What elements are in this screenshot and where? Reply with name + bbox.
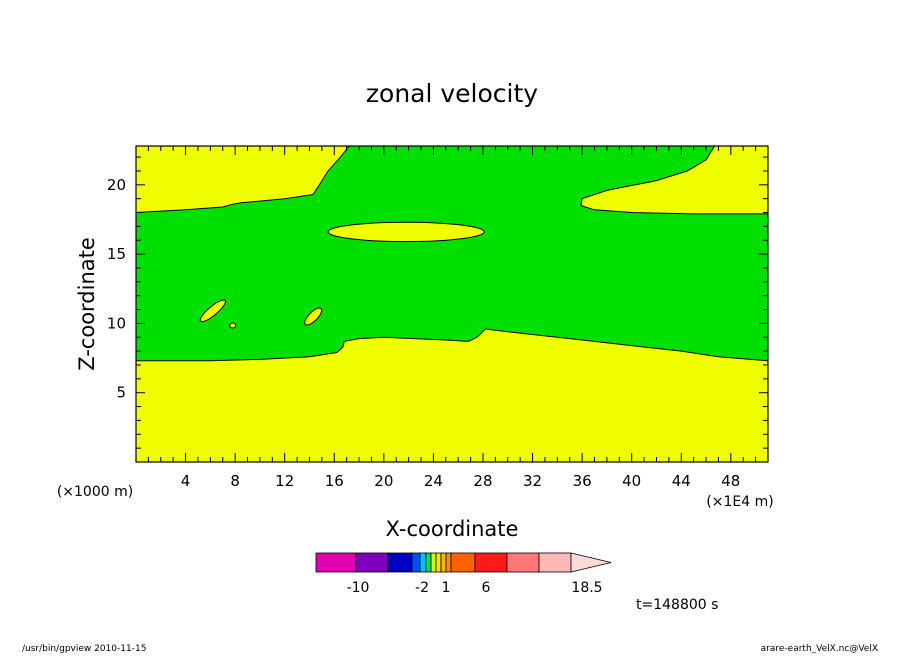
x-tick-label: 12	[275, 472, 294, 490]
colorbar-segment	[440, 552, 447, 573]
x-tick-label: 28	[473, 472, 492, 490]
colorbar-segment	[435, 552, 442, 573]
x-tick-label: 32	[523, 472, 542, 490]
y-tick-label: 20	[107, 176, 126, 194]
plot-area	[135, 145, 769, 463]
x-tick-label: 40	[622, 472, 641, 490]
colorbar-label: -2	[415, 580, 429, 596]
colorbar-segment	[355, 552, 389, 573]
colorbar-segment	[411, 552, 421, 573]
colorbar-labels: -10 -2 1 6 18.5	[347, 580, 603, 596]
contour-island-0	[327, 221, 485, 243]
y-axis: 5 10 15 20	[107, 156, 768, 449]
colorbar-segment	[387, 552, 413, 573]
y-tick-label: 10	[107, 314, 126, 332]
colorbar-segment	[315, 552, 357, 573]
y-tick-label: 5	[116, 384, 126, 402]
colorbar-segment	[425, 552, 432, 573]
time-annotation: t=148800 s	[636, 597, 718, 613]
colorbar-segment	[450, 552, 476, 573]
x-tick-label: 36	[573, 472, 592, 490]
x-tick-label: 24	[424, 472, 443, 490]
colorbar-segment	[445, 552, 452, 573]
contour-island-3	[304, 307, 323, 326]
colorbar-segment	[538, 552, 572, 573]
x-axis: 4 8 12 16 20 24 28 32 36 40 44 48	[147, 146, 757, 490]
contour-region-0	[135, 328, 769, 463]
colorbar-label: 18.5	[571, 580, 602, 596]
contour-island-1	[199, 299, 226, 323]
contour-region-1	[135, 145, 351, 214]
x-tick-label: 16	[325, 472, 344, 490]
x-tick-label: 44	[672, 472, 691, 490]
x-axis-label: X-coordinate	[386, 517, 519, 541]
x-tick-label: 4	[181, 472, 191, 490]
y-tick-label: 15	[107, 245, 126, 263]
colorbar-label: -10	[347, 580, 370, 596]
plot-frame	[135, 145, 769, 463]
colorbar-label: 6	[482, 580, 491, 596]
x-tick-label: 20	[374, 472, 393, 490]
contour-island-2	[229, 322, 237, 329]
chart-title: zonal velocity	[366, 79, 538, 108]
colorbar-segment	[430, 552, 437, 573]
footer-file: arare-earth_VelX.nc@VelX	[761, 644, 878, 654]
x-units-label: (×1E4 m)	[706, 494, 773, 510]
colorbar-segment	[474, 552, 508, 573]
x-tick-label: 8	[230, 472, 240, 490]
colorbar	[315, 552, 612, 573]
colorbar-label: 1	[442, 580, 451, 596]
y-axis-label: Z-coordinate	[75, 237, 99, 371]
y-units-label: (×1000 m)	[57, 484, 133, 500]
colorbar-segment	[419, 552, 427, 573]
x-tick-label: 48	[721, 472, 740, 490]
colorbar-arrow	[570, 552, 612, 573]
colorbar-segment	[506, 552, 540, 573]
footer-program: /usr/bin/gpview 2010-11-15	[22, 644, 146, 654]
